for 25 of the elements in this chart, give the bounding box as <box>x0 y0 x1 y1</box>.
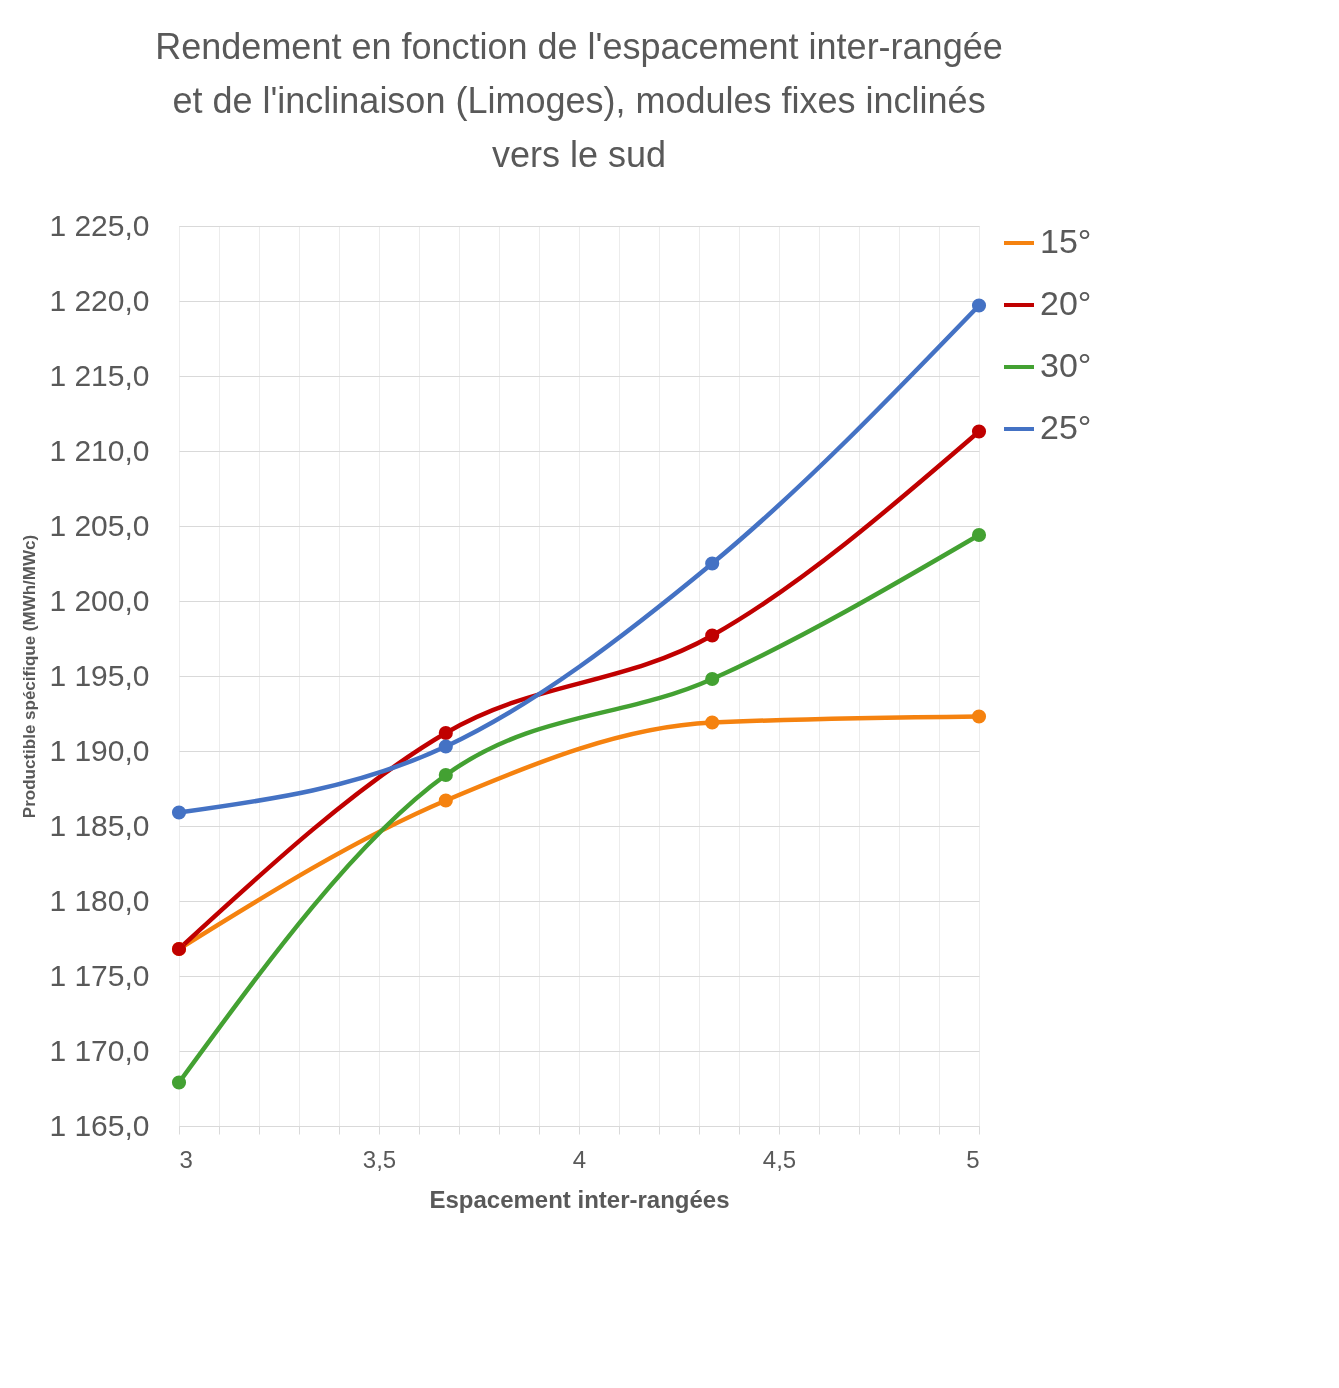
y-tick-label: 1 175,0 <box>49 958 150 992</box>
y-tick-label: 1 225,0 <box>49 208 150 242</box>
y-tick-label: 1 180,0 <box>49 883 150 917</box>
legend-label: 30° <box>1040 346 1092 384</box>
chart-title: Rendement en fonction de l'espacement inter-rangée et de l'inclinaison (Limoges), modules fixes inclinés vers le sud <box>155 26 1003 175</box>
legend-label: 15° <box>1040 222 1092 260</box>
x-tick-label: 3 <box>179 1145 193 1173</box>
x-tick-label: 3,5 <box>362 1145 397 1173</box>
y-tick-label: 1 210,0 <box>49 433 150 467</box>
x-tick-label: 4,5 <box>762 1145 797 1173</box>
legend-label: 20° <box>1040 284 1092 322</box>
legend-label: 25° <box>1040 408 1092 446</box>
x-tick-label: 5 <box>966 1145 980 1173</box>
y-axis-title: Productible spécifique (MWh/MWc) <box>20 534 40 819</box>
y-tick-label: 1 195,0 <box>49 658 150 692</box>
y-tick-label: 1 200,0 <box>49 583 150 617</box>
y-tick-label: 1 185,0 <box>49 808 150 842</box>
x-axis-title: Espacement inter-rangées <box>429 1185 730 1213</box>
y-tick-label: 1 165,0 <box>49 1108 150 1142</box>
y-tick-label: 1 215,0 <box>49 358 150 392</box>
x-tick-label: 4 <box>572 1145 587 1173</box>
y-tick-label: 1 220,0 <box>49 283 150 317</box>
y-tick-label: 1 170,0 <box>49 1033 150 1067</box>
y-tick-label: 1 190,0 <box>49 733 150 767</box>
y-tick-label: 1 205,0 <box>49 508 150 542</box>
